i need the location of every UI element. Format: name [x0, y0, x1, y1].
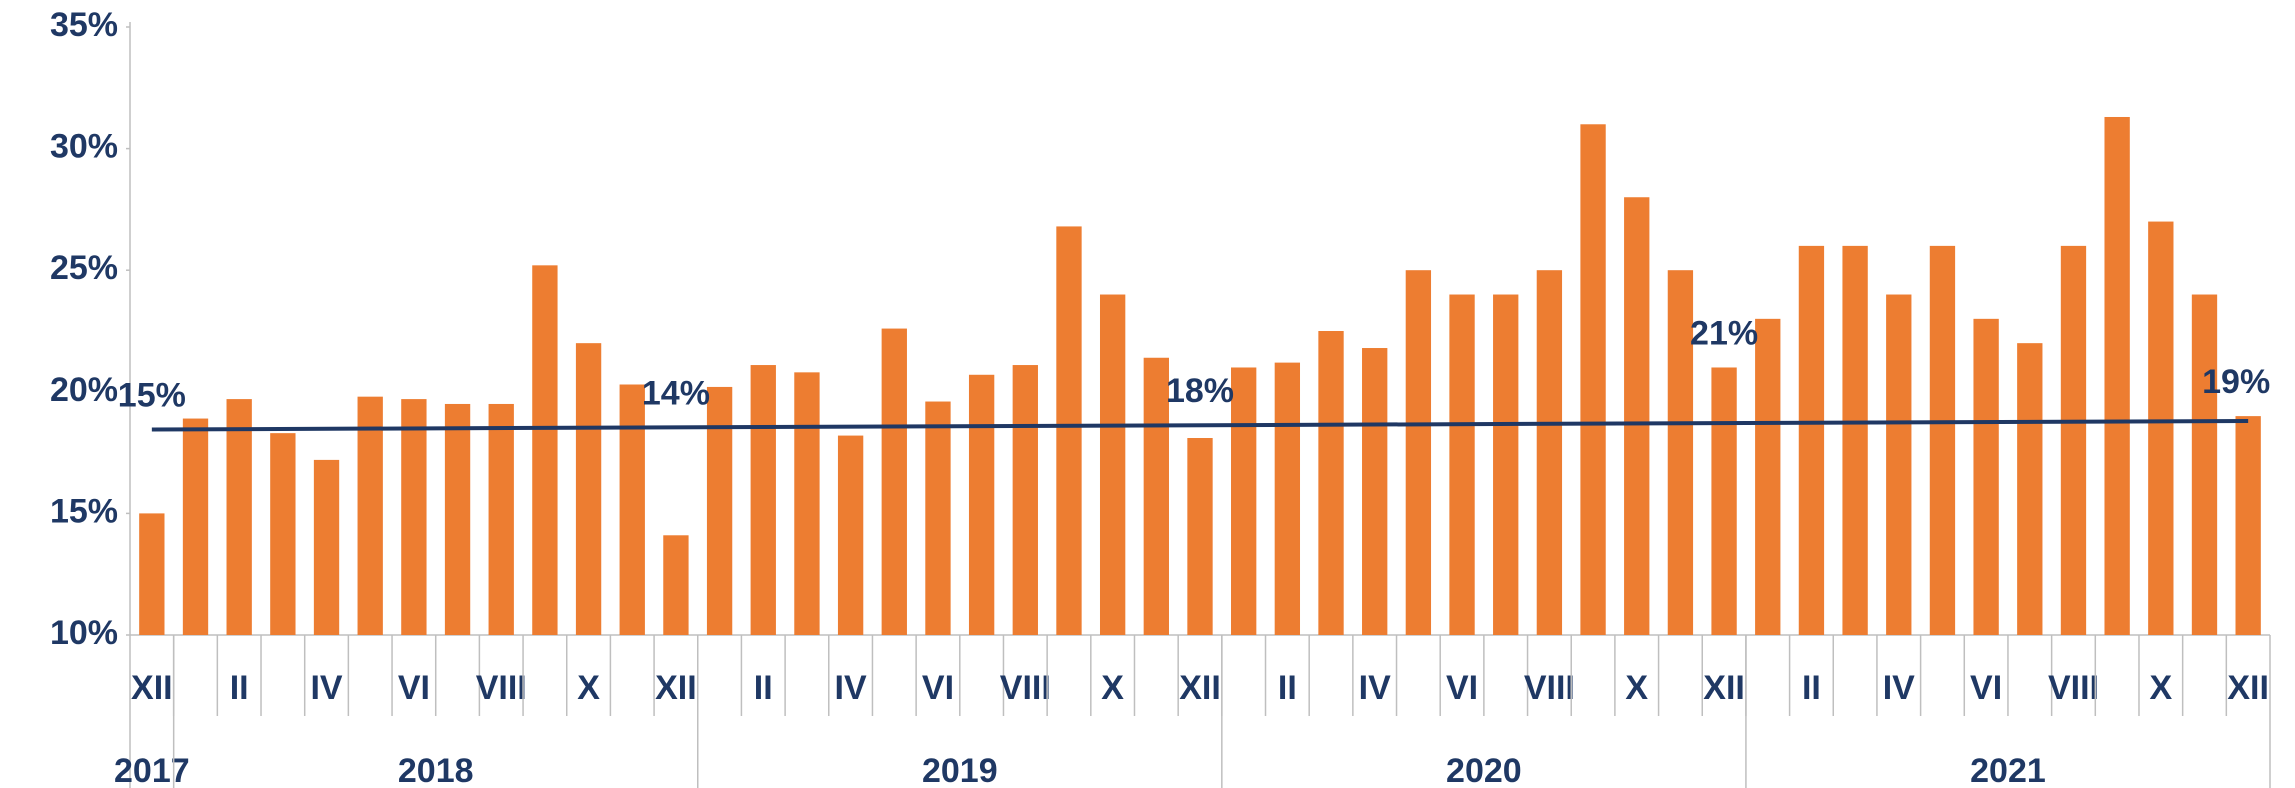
bar	[2104, 116, 2130, 635]
x-tick-label: X	[577, 669, 600, 707]
bar	[2060, 245, 2087, 635]
year-label: 2017	[114, 752, 190, 788]
bar	[2191, 294, 2218, 635]
x-tick-label: VIII	[1524, 669, 1575, 707]
bar	[1755, 318, 1781, 635]
x-tick-label: VIII	[1000, 669, 1051, 707]
bar	[881, 328, 907, 635]
bar	[2017, 343, 2043, 635]
y-tick-label: 20%	[50, 371, 118, 409]
x-tick-label: VI	[398, 669, 430, 707]
year-label: 2021	[1970, 752, 2046, 788]
bar	[270, 433, 296, 635]
y-tick-label: 25%	[50, 249, 118, 287]
bar	[2148, 221, 2174, 635]
x-tick-label: VI	[1446, 669, 1478, 707]
bar	[1056, 226, 1082, 635]
data-label: 14%	[642, 374, 710, 412]
x-tick-label: IV	[310, 669, 342, 707]
x-tick-label: VIII	[2048, 669, 2099, 707]
data-label: 19%	[2202, 363, 2270, 401]
bar	[226, 399, 252, 635]
bar	[575, 343, 602, 635]
bar	[1449, 294, 1475, 635]
x-tick-label: XII	[1703, 669, 1745, 707]
bar	[1405, 270, 1432, 635]
x-tick-label: XII	[1179, 669, 1221, 707]
x-tick-label: X	[1625, 669, 1648, 707]
bar	[313, 459, 340, 635]
bar	[1099, 294, 1126, 635]
y-tick-label: 35%	[50, 6, 118, 44]
x-tick-label: XII	[2227, 669, 2269, 707]
bar	[1798, 245, 1825, 635]
bar	[139, 513, 165, 635]
x-tick-label: VIII	[476, 669, 527, 707]
x-tick-label: II	[1802, 669, 1821, 707]
bar	[444, 403, 471, 635]
bar	[706, 386, 733, 635]
x-tick-label: XII	[655, 669, 697, 707]
bar	[2235, 416, 2261, 635]
bar	[1318, 331, 1344, 635]
x-tick-label: X	[1101, 669, 1124, 707]
bar	[619, 384, 645, 635]
x-tick-label: VI	[922, 669, 954, 707]
bar	[794, 372, 820, 635]
bar	[1842, 245, 1868, 635]
x-tick-label: II	[754, 669, 773, 707]
y-tick-label: 10%	[50, 614, 118, 652]
bar	[1493, 294, 1519, 635]
bar	[750, 365, 776, 635]
data-label: 15%	[118, 376, 186, 414]
x-tick-label: X	[2149, 669, 2172, 707]
bar	[532, 265, 558, 635]
bar	[1667, 270, 1694, 635]
bar	[1536, 270, 1563, 635]
data-label: 18%	[1166, 372, 1234, 410]
x-tick-label: II	[1278, 669, 1297, 707]
bar	[1711, 367, 1737, 635]
bar	[357, 396, 383, 635]
bar	[925, 401, 951, 635]
bar	[182, 418, 209, 635]
bar	[1143, 357, 1169, 635]
bar	[1012, 365, 1038, 635]
bar	[1929, 245, 1956, 635]
x-tick-label: IV	[1359, 669, 1391, 707]
data-label: 21%	[1690, 314, 1758, 352]
bar	[1231, 367, 1257, 635]
x-tick-label: IV	[1883, 669, 1915, 707]
bar	[1580, 124, 1606, 635]
x-tick-label: XII	[131, 669, 173, 707]
bar	[1274, 362, 1301, 635]
year-label: 2019	[922, 752, 998, 788]
bar	[488, 403, 514, 635]
bar	[1187, 438, 1213, 635]
x-tick-label: VI	[1970, 669, 2002, 707]
year-label: 2020	[1446, 752, 1522, 788]
bar	[968, 374, 995, 635]
bar	[1886, 294, 1912, 635]
y-tick-label: 15%	[50, 492, 118, 530]
bar	[1624, 197, 1650, 636]
bar	[1973, 318, 1999, 635]
bar	[401, 399, 427, 635]
x-tick-label: IV	[835, 669, 867, 707]
bar	[1362, 348, 1388, 635]
trend-line	[151, 418, 2249, 432]
bar	[663, 535, 689, 635]
x-tick-label: II	[230, 669, 249, 707]
bar	[837, 435, 864, 635]
y-tick-label: 30%	[50, 128, 118, 166]
year-label: 2018	[398, 752, 474, 788]
